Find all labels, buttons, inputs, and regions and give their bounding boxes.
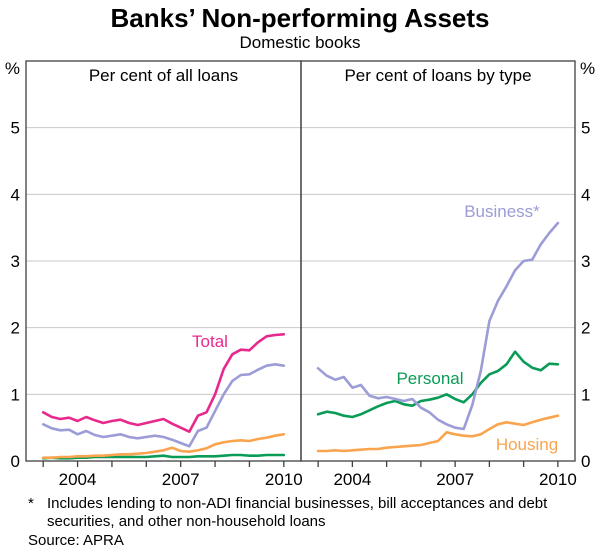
total-series-label: Total	[192, 332, 228, 351]
y-tick-label-left: 1	[11, 385, 20, 404]
y-axis-unit-right: %	[580, 59, 595, 78]
y-tick-label-left: 0	[11, 452, 20, 471]
y-axis-unit-left: %	[5, 59, 20, 78]
x-tick-label: 2010	[265, 470, 303, 489]
personal-series-label: Personal	[396, 369, 464, 388]
footnote-marker: *	[28, 495, 34, 512]
y-tick-label-left: 2	[11, 319, 20, 338]
footnote-line1: Includes lending to non-ADI financial bu…	[47, 495, 548, 512]
y-tick-label-right: 1	[581, 385, 590, 404]
y-tick-label-left: 4	[11, 185, 20, 204]
y-tick-label-right: 3	[581, 252, 590, 271]
x-tick-label: 2007	[436, 470, 474, 489]
x-tick-label: 2004	[333, 470, 371, 489]
y-tick-label-right: 4	[581, 185, 590, 204]
y-tick-label-left: 5	[11, 119, 20, 138]
x-tick-label: 2004	[59, 470, 97, 489]
right-panel-caption: Per cent of loans by type	[344, 66, 532, 85]
footnote: * Includes lending to non-ADI financial …	[28, 495, 580, 531]
y-tick-label-right: 2	[581, 319, 590, 338]
chart-title: Banks’ Non-performing Assets	[110, 3, 490, 33]
y-tick-label-right: 5	[581, 119, 590, 138]
footnote-line2: securities, and other non-household loan…	[47, 513, 326, 530]
y-tick-label-left: 3	[11, 252, 20, 271]
x-tick-label: 2007	[162, 470, 200, 489]
source-note: Source: APRA	[28, 532, 124, 549]
series-line-personal	[41, 453, 286, 460]
business-series-label: Business*	[464, 202, 540, 221]
series-line-business	[316, 221, 560, 431]
housing-series-label: Housing	[495, 435, 559, 454]
series-line-personal	[316, 350, 560, 419]
series-line-business	[41, 362, 286, 448]
series-line-total	[41, 332, 286, 434]
series-line-housing	[41, 432, 286, 460]
chart-subtitle: Domestic books	[239, 33, 361, 52]
y-tick-label-right: 0	[581, 452, 590, 471]
series-line-housing	[316, 414, 560, 453]
left-panel-caption: Per cent of all loans	[88, 66, 239, 85]
panel-border	[300, 60, 576, 462]
x-tick-label: 2010	[539, 470, 577, 489]
